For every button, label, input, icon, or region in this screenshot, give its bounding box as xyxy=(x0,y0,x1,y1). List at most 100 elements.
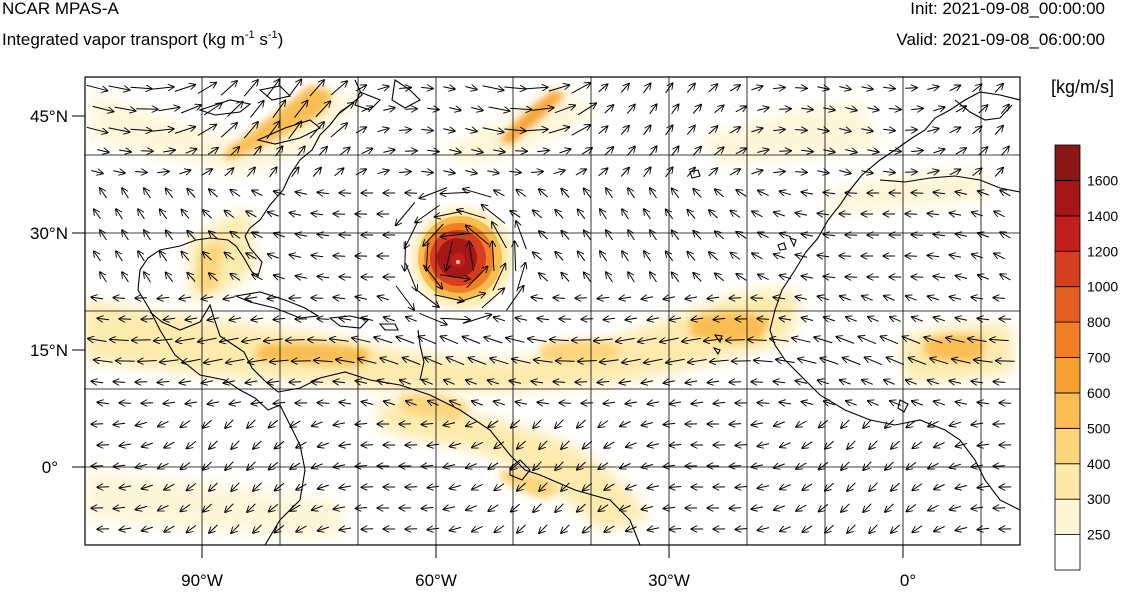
ivt-vector-arrow xyxy=(465,87,477,90)
ivt-vector-arrow xyxy=(209,482,218,491)
ivt-vector-arrow xyxy=(628,188,635,199)
ivt-vector-arrow xyxy=(996,361,1015,362)
ivt-vector-arrow xyxy=(577,503,586,512)
ivt-vector-arrow xyxy=(817,129,829,131)
ivt-vector-arrow xyxy=(949,297,962,300)
ivt-vector-arrow xyxy=(946,338,965,343)
ivt-vector-arrow xyxy=(333,256,346,257)
ivt-vector-arrow xyxy=(186,441,197,448)
ivt-vector-arrow xyxy=(100,188,107,199)
ivt-vector-arrow xyxy=(553,170,565,173)
ivt-vector-arrow xyxy=(421,508,434,509)
ivt-vector-arrow xyxy=(333,214,346,215)
ivt-vector-arrow xyxy=(606,188,613,199)
ivt-vector-arrow xyxy=(1000,146,1009,156)
ivt-vector-arrow xyxy=(290,504,301,511)
ivt-vector-arrow xyxy=(801,276,814,278)
colorbar-units: [kg/m/s] xyxy=(1051,77,1115,97)
ivt-vector-arrow xyxy=(361,402,374,405)
ivt-vector-arrow xyxy=(243,80,258,97)
ivt-vector-arrow xyxy=(729,298,742,299)
ivt-vector-arrow xyxy=(927,87,939,90)
ivt-vector-arrow xyxy=(97,402,110,404)
ivt-vector-arrow xyxy=(400,380,411,384)
ivt-vector-arrow xyxy=(754,360,773,361)
ivt-vector-arrow xyxy=(779,109,791,110)
ivt-vector-arrow xyxy=(863,503,872,513)
ivt-vector-arrow xyxy=(994,211,1005,216)
ivt-vector-arrow xyxy=(533,419,542,429)
ivt-vector-arrow xyxy=(224,168,234,177)
ivt-vector-arrow xyxy=(274,191,285,195)
ivt-vector-arrow xyxy=(377,86,389,89)
ivt-vector-arrow xyxy=(578,209,586,220)
ivt-vector-arrow xyxy=(164,441,175,448)
ivt-vector-arrow xyxy=(598,504,609,512)
ivt-vector-arrow xyxy=(226,359,245,363)
ivt-vector-arrow xyxy=(374,337,393,344)
ivt-vector-arrow xyxy=(906,380,917,384)
ivt-vector-arrow xyxy=(620,464,631,469)
colorbar-level-label: 1400 xyxy=(1087,208,1118,224)
ivt-vector-arrow xyxy=(201,169,212,176)
lon-label-90w: 90°W xyxy=(181,571,223,590)
ivt-vector-arrow xyxy=(751,86,762,90)
ivt-vector-arrow xyxy=(509,171,521,172)
ivt-vector-arrow xyxy=(868,401,879,406)
ivt-vector-arrow xyxy=(650,188,657,199)
colorbar-level-label: 1000 xyxy=(1087,279,1118,295)
ivt-vector-arrow xyxy=(180,105,201,114)
ivt-vector-arrow xyxy=(641,507,654,510)
ivt-vector-arrow xyxy=(905,130,917,131)
ivt-vector-arrow xyxy=(185,318,198,320)
ivt-vector-arrow xyxy=(625,318,638,320)
ivt-vector-arrow xyxy=(710,360,729,362)
ivt-vector-arrow xyxy=(97,318,110,320)
ivt-vector-arrow xyxy=(672,188,680,199)
ivt-vector-arrow xyxy=(839,87,851,90)
ivt-vector-arrow xyxy=(729,127,740,134)
ivt-vector-arrow xyxy=(861,171,873,174)
ivt-vector-arrow xyxy=(198,338,217,342)
ivt-vector-arrow xyxy=(119,528,132,530)
ivt-vector-arrow xyxy=(780,443,791,448)
ivt-vector-arrow xyxy=(100,230,107,241)
ivt-vector-arrow xyxy=(273,402,286,403)
ivt-vector-arrow xyxy=(641,297,654,299)
ivt-vector-arrow xyxy=(449,150,461,153)
ivt-vector-arrow xyxy=(533,461,542,471)
ivt-vector-arrow xyxy=(517,440,526,449)
ivt-vector-arrow xyxy=(622,209,629,220)
ivt-vector-arrow xyxy=(469,241,474,271)
ivt-vector-arrow xyxy=(669,402,682,404)
ivt-vector-arrow xyxy=(817,255,830,256)
ivt-vector-arrow xyxy=(686,167,695,177)
colorbar-swatch xyxy=(1054,321,1081,358)
ivt-vector-arrow xyxy=(490,358,509,365)
ivt-vector-arrow xyxy=(209,524,218,533)
ivt-vector-arrow xyxy=(309,80,324,97)
ivt-vector-arrow xyxy=(443,87,455,89)
ivt-vector-arrow xyxy=(531,381,544,383)
ivt-vector-arrow xyxy=(220,81,237,96)
ivt-vector-arrow xyxy=(141,403,154,404)
ivt-vector-arrow xyxy=(166,188,174,199)
lat-ticks xyxy=(72,115,85,468)
ivt-vector-arrow xyxy=(227,102,243,117)
ivt-vector-arrow xyxy=(421,466,434,467)
ivt-vector-arrow xyxy=(144,272,151,283)
ivt-vector-arrow xyxy=(780,485,791,490)
ivt-vector-arrow xyxy=(220,123,237,138)
ivt-vector-arrow xyxy=(339,402,352,404)
ivt-vector-arrow xyxy=(311,382,324,383)
ivt-vector-arrow xyxy=(274,524,285,532)
ivt-vector-arrow xyxy=(289,213,302,216)
ivt-vector-arrow xyxy=(726,340,745,341)
ivt-vector-arrow xyxy=(715,273,725,282)
ivt-vector-arrow xyxy=(361,445,374,446)
ivt-vector-arrow xyxy=(554,105,575,114)
ivt-vector-arrow xyxy=(355,466,368,467)
ivt-vector-arrow xyxy=(729,169,740,176)
ivt-vector-arrow xyxy=(561,231,570,240)
